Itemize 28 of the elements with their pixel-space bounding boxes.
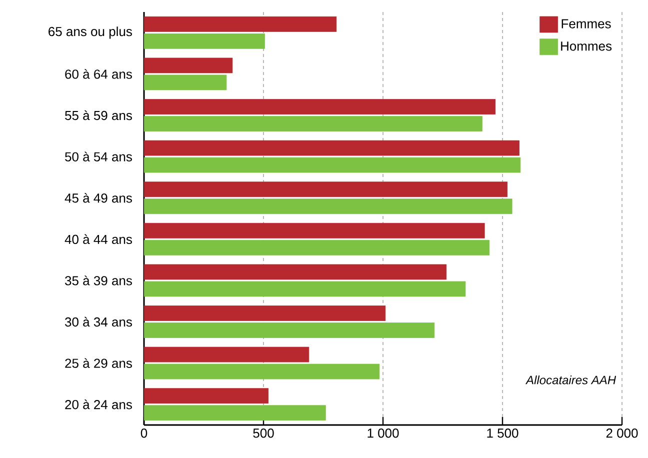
y-tick-label: 50 à 54 ans (65, 152, 132, 162)
bar (144, 116, 482, 132)
bar (144, 157, 521, 173)
y-tick-label: 55 à 59 ans (65, 110, 132, 120)
annotation: Allocataires AAH (525, 376, 616, 384)
bar (144, 74, 227, 90)
y-tick-label: 25 à 29 ans (65, 358, 132, 368)
legend-label: Hommes (561, 42, 612, 51)
x-tick-label: 500 (253, 428, 274, 438)
bar (144, 33, 265, 49)
y-tick-label: 65 ans ou plus (48, 26, 132, 39)
bar (144, 240, 490, 256)
bar (144, 322, 435, 338)
bar (144, 198, 512, 214)
bar (144, 405, 326, 421)
y-tick-label: 20 à 24 ans (65, 400, 132, 410)
y-tick-label: 40 à 44 ans (64, 234, 132, 244)
bar (144, 364, 380, 380)
y-tick-label: 30 à 34 ans (65, 316, 132, 327)
legend-label: Femmes (562, 19, 611, 28)
y-tick-label: 45 à 49 ans (64, 193, 132, 203)
x-tick-label: 1 000 (368, 428, 399, 438)
bar (144, 281, 466, 297)
x-tick-label: 0 (140, 428, 148, 438)
y-tick-label: 60 à 64 ans (65, 69, 132, 79)
x-tick-label: 1 500 (487, 428, 518, 438)
x-tick-label: 2 000 (606, 428, 638, 438)
y-tick-label: 35 à 39 ans (65, 276, 132, 286)
